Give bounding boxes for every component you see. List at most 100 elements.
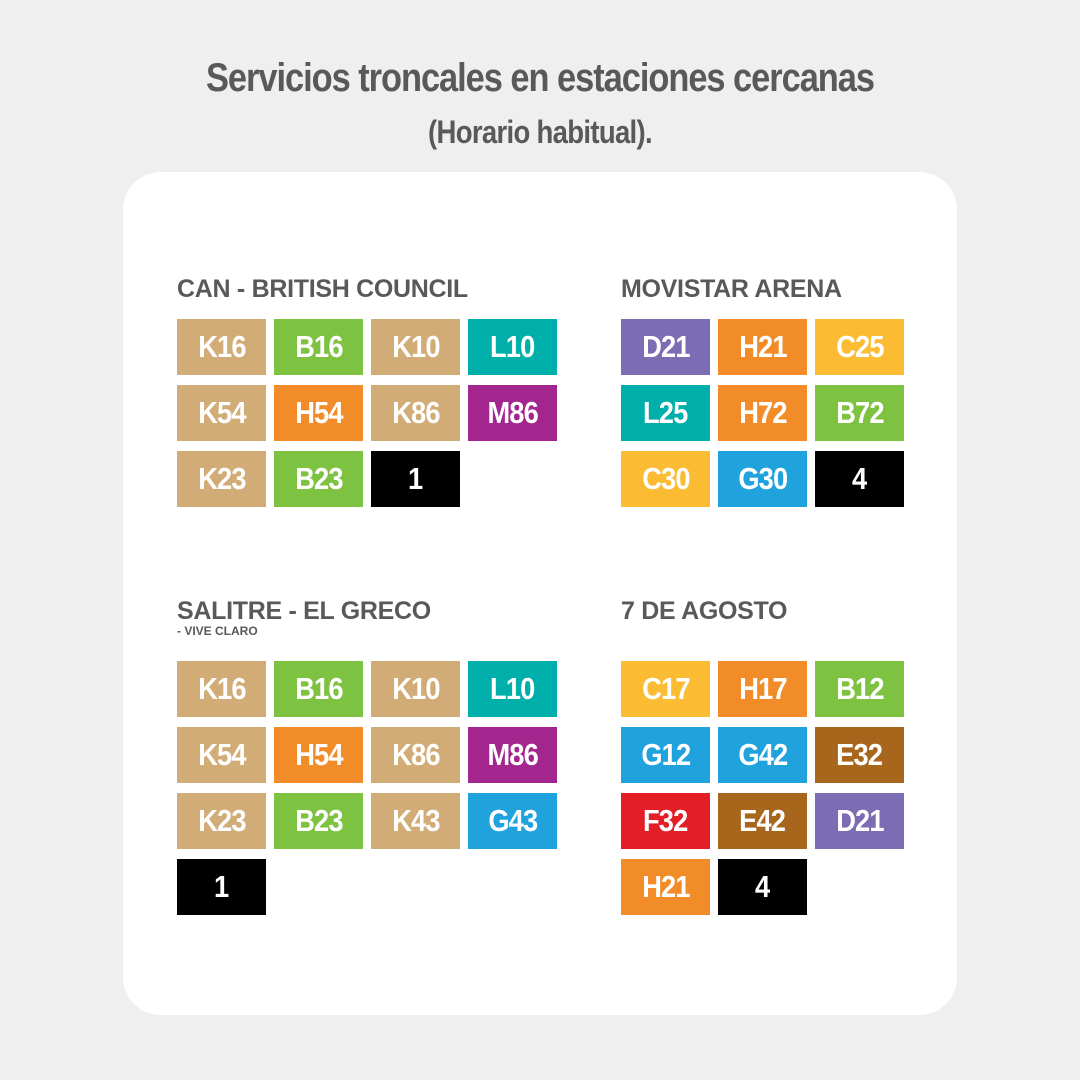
route-label: K10 (391, 671, 440, 706)
route-badge: F32 (621, 793, 710, 849)
route-badge: K54 (177, 727, 266, 783)
page-title: Servicios troncales en estaciones cercan… (205, 56, 875, 100)
route-label: 4 (852, 461, 867, 496)
route-badge: 4 (718, 859, 807, 915)
route-label: G42 (738, 737, 788, 772)
route-label: F32 (643, 803, 688, 838)
station-note: - VIVE CLARO (177, 624, 258, 638)
route-badge: C17 (621, 661, 710, 717)
route-badge: K43 (371, 793, 460, 849)
route-badge: G43 (468, 793, 557, 849)
route-grid: D21 H21 C25 L25 H72 B72 C30 G30 4 (621, 319, 904, 507)
route-badge: B16 (274, 319, 363, 375)
route-badge: L10 (468, 319, 557, 375)
route-badge: B23 (274, 793, 363, 849)
route-badge: K54 (177, 385, 266, 441)
route-badge: H54 (274, 385, 363, 441)
route-label: H21 (738, 329, 787, 364)
route-label: M86 (487, 395, 538, 430)
route-badge: 1 (177, 859, 266, 915)
route-badge: M86 (468, 727, 557, 783)
route-label: H17 (738, 671, 787, 706)
route-label: K16 (197, 329, 246, 364)
route-grid: C17 H17 B12 G12 G42 E32 F32 E42 D21 H21 4 (621, 661, 904, 915)
station-name: 7 DE AGOSTO (621, 597, 788, 625)
route-label: B72 (835, 395, 884, 430)
station-name: SALITRE - EL GRECO (177, 597, 431, 625)
route-label: 1 (214, 869, 229, 904)
route-label: C17 (641, 671, 690, 706)
route-badge: L25 (621, 385, 710, 441)
route-badge: G30 (718, 451, 807, 507)
route-badge: C25 (815, 319, 904, 375)
route-label: K86 (391, 737, 440, 772)
route-label: E32 (836, 737, 884, 772)
route-label: M86 (487, 737, 538, 772)
route-badge: L10 (468, 661, 557, 717)
route-badge: G12 (621, 727, 710, 783)
route-label: H54 (294, 395, 343, 430)
route-badge: 1 (371, 451, 460, 507)
route-label: L10 (490, 671, 535, 706)
route-label: K16 (197, 671, 246, 706)
station-salitre-el-greco: SALITRE - EL GRECO - VIVE CLARO K16 B16 K1… (177, 596, 557, 915)
route-badge: G42 (718, 727, 807, 783)
route-label: K43 (391, 803, 440, 838)
route-badge: K16 (177, 661, 266, 717)
route-label: 4 (755, 869, 770, 904)
route-badge: H21 (718, 319, 807, 375)
route-badge: K86 (371, 385, 460, 441)
route-label: D21 (641, 329, 690, 364)
route-label: K10 (391, 329, 440, 364)
route-badge: H54 (274, 727, 363, 783)
route-badge: K23 (177, 451, 266, 507)
route-badge: B16 (274, 661, 363, 717)
route-grid: K16 B16 K10 L10 K54 H54 K86 M86 K23 B23 1 (177, 319, 557, 507)
route-label: B16 (294, 329, 343, 364)
route-badge: E32 (815, 727, 904, 783)
route-badge: K16 (177, 319, 266, 375)
route-label: K86 (391, 395, 440, 430)
route-label: B16 (294, 671, 343, 706)
route-badge: H17 (718, 661, 807, 717)
station-can-british-council: CAN - BRITISH COUNCIL K16 B16 K10 L10 K54 H54… (177, 274, 557, 507)
route-label: B12 (835, 671, 884, 706)
route-badge: B72 (815, 385, 904, 441)
route-badge: B23 (274, 451, 363, 507)
route-label: B23 (294, 461, 343, 496)
route-label: K23 (197, 803, 246, 838)
route-label: G12 (641, 737, 691, 772)
route-badge: D21 (621, 319, 710, 375)
route-badge: D21 (815, 793, 904, 849)
route-label: 1 (408, 461, 423, 496)
route-label: G30 (738, 461, 788, 496)
route-label: K54 (197, 395, 246, 430)
stations-card: CAN - BRITISH COUNCIL K16 B16 K10 L10 K54 H54… (123, 172, 957, 1015)
route-label: C25 (835, 329, 884, 364)
page-subtitle: (Horario habitual). (428, 114, 653, 150)
route-label: L10 (490, 329, 535, 364)
route-badge: M86 (468, 385, 557, 441)
route-label: H21 (641, 869, 690, 904)
route-grid: K16 B16 K10 L10 K54 H54 K86 M86 K23 B23 K43 G43 1 (177, 661, 557, 915)
route-label: K23 (197, 461, 246, 496)
route-badge: E42 (718, 793, 807, 849)
route-label: K54 (197, 737, 246, 772)
route-label: E42 (739, 803, 787, 838)
station-movistar-arena: MOVISTAR ARENA D21 H21 C25 L25 H72 B72 C30 G30 4 (621, 274, 904, 507)
station-7-de-agosto: 7 DE AGOSTO C17 H17 B12 G12 G42 E32 F32 E42 D21 H… (621, 596, 904, 915)
route-badge: H21 (621, 859, 710, 915)
route-badge: K10 (371, 661, 460, 717)
route-badge: K23 (177, 793, 266, 849)
route-badge: C30 (621, 451, 710, 507)
station-name: MOVISTAR ARENA (621, 275, 842, 303)
route-label: B23 (294, 803, 343, 838)
station-name: CAN - BRITISH COUNCIL (177, 275, 468, 303)
route-label: G43 (488, 803, 538, 838)
route-label: H72 (738, 395, 787, 430)
route-label: L25 (643, 395, 688, 430)
route-badge: 4 (815, 451, 904, 507)
route-label: H54 (294, 737, 343, 772)
route-badge: H72 (718, 385, 807, 441)
route-badge: B12 (815, 661, 904, 717)
